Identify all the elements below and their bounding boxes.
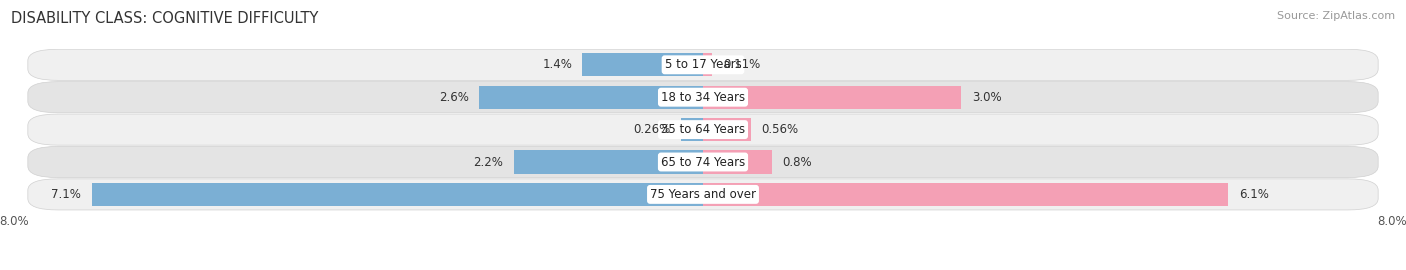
Bar	[703, 118, 751, 141]
Text: 0.26%: 0.26%	[633, 123, 671, 136]
Bar	[703, 150, 772, 174]
Text: Source: ZipAtlas.com: Source: ZipAtlas.com	[1277, 11, 1395, 21]
Bar	[681, 118, 703, 141]
Text: 3.0%: 3.0%	[972, 91, 1001, 104]
Bar	[479, 86, 703, 109]
FancyBboxPatch shape	[28, 82, 1378, 113]
Bar	[91, 183, 703, 206]
Text: 0.56%: 0.56%	[762, 123, 799, 136]
Text: 5 to 17 Years: 5 to 17 Years	[665, 58, 741, 71]
Bar	[582, 53, 703, 76]
FancyBboxPatch shape	[28, 114, 1378, 145]
Text: 0.11%: 0.11%	[723, 58, 761, 71]
FancyBboxPatch shape	[28, 49, 1378, 80]
Text: DISABILITY CLASS: COGNITIVE DIFFICULTY: DISABILITY CLASS: COGNITIVE DIFFICULTY	[11, 11, 319, 26]
Legend: Male, Female: Male, Female	[637, 266, 769, 270]
Text: 7.1%: 7.1%	[52, 188, 82, 201]
Text: 6.1%: 6.1%	[1239, 188, 1268, 201]
FancyBboxPatch shape	[28, 179, 1378, 210]
Text: 1.4%: 1.4%	[543, 58, 572, 71]
Bar	[513, 150, 703, 174]
Text: 0.8%: 0.8%	[782, 156, 811, 168]
Text: 35 to 64 Years: 35 to 64 Years	[661, 123, 745, 136]
Text: 75 Years and over: 75 Years and over	[650, 188, 756, 201]
Text: 2.2%: 2.2%	[474, 156, 503, 168]
Bar	[703, 86, 962, 109]
Bar	[703, 183, 1229, 206]
Text: 65 to 74 Years: 65 to 74 Years	[661, 156, 745, 168]
Text: 2.6%: 2.6%	[439, 91, 468, 104]
Text: 18 to 34 Years: 18 to 34 Years	[661, 91, 745, 104]
Bar	[703, 53, 713, 76]
FancyBboxPatch shape	[28, 146, 1378, 178]
